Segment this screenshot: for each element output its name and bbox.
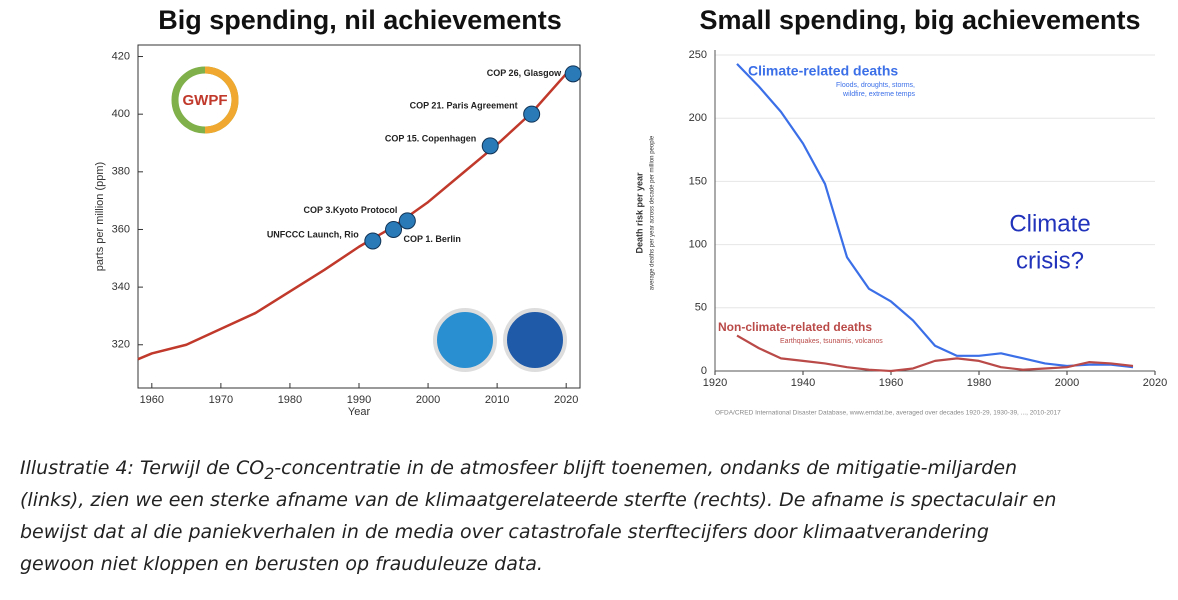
y-tick-label: 200 <box>689 112 707 124</box>
caption: Illustratie 4: Terwijl de CO2-concentrat… <box>20 452 1170 580</box>
x-tick-label: 1960 <box>879 377 903 389</box>
x-tick-label: 2020 <box>1143 377 1167 389</box>
x-tick-label: 1940 <box>791 377 815 389</box>
y-tick-label: 50 <box>695 302 707 314</box>
logo-ring-part <box>204 66 239 134</box>
cop-marker <box>564 65 582 83</box>
y-tick-label: 380 <box>112 166 130 178</box>
series-line <box>736 63 1134 369</box>
logo <box>433 308 497 372</box>
x-tick-label: 1960 <box>140 394 164 406</box>
x-tick-label: 2000 <box>1055 377 1079 389</box>
series-label: Non-climate-related deaths <box>718 320 872 334</box>
x-tick-label: 1980 <box>967 377 991 389</box>
cop-marker <box>364 232 382 250</box>
x-tick-label: 1980 <box>278 394 302 406</box>
y-tick-label: 320 <box>112 339 130 351</box>
y-tick-label: 0 <box>701 365 707 377</box>
y-axis-label: parts per million (ppm) <box>94 162 106 271</box>
annotation: Climate <box>1009 210 1090 237</box>
series-label: Climate-related deaths <box>748 63 898 79</box>
chart-title: Big spending, nil achievements <box>158 5 562 35</box>
x-tick-label: 1970 <box>209 394 233 406</box>
annotation-label: COP 21. Paris Agreement <box>410 101 518 111</box>
cop-marker <box>398 212 416 230</box>
series-description: Earthquakes, tsunamis, volcanos <box>780 338 883 345</box>
caption-text: -concentratie in de atmosfeer blijft toe… <box>274 457 1018 479</box>
caption-line: bewijst dat al die paniekverhalen in de … <box>20 521 989 543</box>
x-tick-label: 2010 <box>485 394 509 406</box>
caption-text: Illustratie 4: Terwijl de CO <box>20 457 265 479</box>
annotation-label: COP 26, Glasgow <box>487 68 562 78</box>
y-tick-label: 150 <box>689 175 707 187</box>
series-line <box>736 334 1134 373</box>
y-axis-label: Death risk per year <box>634 172 644 254</box>
cop-marker <box>385 220 403 238</box>
source-note: OFDA/CRED International Disaster Databas… <box>715 410 1061 417</box>
y-tick-label: 400 <box>112 108 130 120</box>
charts: GWPF Big spending, nil achievements 320 34… <box>94 5 1167 418</box>
annotation-label: UNFCCC Launch, Rio <box>267 229 359 239</box>
series-description: wildfire, extreme temps <box>842 91 915 98</box>
caption-line: (links), zien we een sterke afname van d… <box>20 489 1057 511</box>
chart-title: Small spending, big achievements <box>699 5 1140 35</box>
caption-line: Illustratie 4: Terwijl de CO2-concentrat… <box>20 452 1170 484</box>
x-tick-label: 1990 <box>347 394 371 406</box>
annotation-label: COP 15. Copenhagen <box>385 133 476 143</box>
x-tick-label: 2020 <box>554 394 578 406</box>
y-tick-label: 250 <box>689 49 707 61</box>
y-tick-label: 100 <box>689 239 707 251</box>
y-tick-label: 360 <box>112 223 130 235</box>
cop-marker <box>523 105 541 123</box>
logo <box>503 308 567 372</box>
logo-text: GWPF <box>183 92 228 109</box>
annotation-label: COP 1. Berlin <box>404 234 461 244</box>
cop-marker <box>481 137 499 155</box>
y-tick-label: 340 <box>112 281 130 293</box>
x-axis-label: Year <box>348 406 371 418</box>
caption-subscript: 2 <box>264 463 275 483</box>
series-description: Floods, droughts, storms, <box>836 82 915 89</box>
x-tick-label: 1920 <box>703 377 727 389</box>
x-tick-label: 2000 <box>416 394 440 406</box>
annotation: crisis? <box>1016 247 1084 274</box>
annotation-label: COP 3.Kyoto Protocol <box>303 205 397 215</box>
caption-line: gewoon niet kloppen en berusten op fraud… <box>20 553 543 575</box>
y-axis-sublabel: average deaths per year across decade pe… <box>650 135 656 290</box>
y-tick-label: 420 <box>112 50 130 62</box>
